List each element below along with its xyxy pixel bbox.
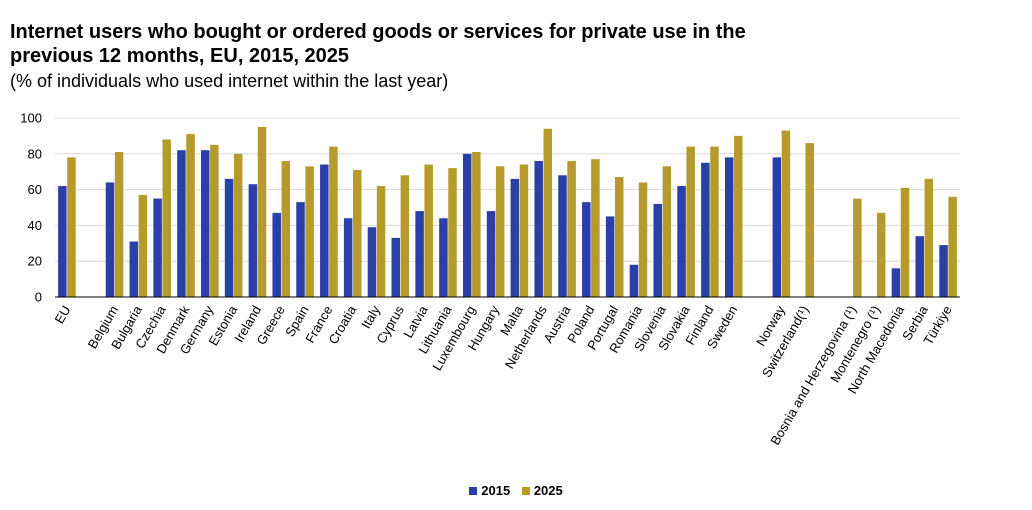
bar-2015-25 [629, 264, 639, 297]
bar-2025-38 [948, 196, 957, 297]
bar-2015-28 [701, 162, 710, 297]
bar-2025-20 [519, 164, 529, 297]
bar-2025-34 [853, 198, 862, 297]
legend: 2015 2025 [0, 483, 1032, 498]
bar-2015-11 [296, 202, 305, 297]
bar-2025-5 [162, 139, 171, 297]
chart-subtitle: (% of individuals who used internet with… [10, 71, 449, 91]
bar-2025-7 [210, 144, 219, 297]
bar-2025-16 [424, 164, 433, 297]
bar-2025-29 [734, 135, 743, 297]
bar-2025-11 [305, 166, 314, 297]
bar-2015-16 [415, 211, 424, 297]
x-tick-label-1: EU [51, 303, 73, 326]
legend-swatch-2025 [521, 487, 530, 495]
bar-2015-15 [391, 237, 401, 297]
bar-2015-37 [915, 236, 924, 297]
bar-2015-23 [582, 202, 591, 297]
bar-2015-7 [201, 150, 210, 297]
bar-2015-26 [653, 203, 663, 297]
bar-2015-19 [486, 211, 496, 297]
y-tick-label-0: 0 [35, 290, 42, 305]
legend-item-2015: 2015 [469, 483, 510, 498]
bar-2015-31 [772, 157, 782, 297]
bar-2025-13 [352, 169, 362, 297]
bar-2025-6 [186, 134, 195, 297]
bar-2025-24 [614, 177, 624, 297]
bar-2025-10 [281, 160, 291, 297]
bar-2015-3 [105, 182, 115, 297]
bar-2025-9 [257, 126, 267, 297]
legend-label-2015: 2015 [481, 483, 511, 498]
chart-title: Internet users who bought or ordered goo… [10, 21, 746, 67]
bar-2015-24 [605, 216, 615, 297]
bar-2015-22 [558, 175, 567, 297]
bar-2025-4 [138, 194, 148, 297]
bar-2025-21 [543, 128, 553, 297]
bar-2025-28 [710, 146, 719, 297]
bar-2015-6 [177, 150, 186, 297]
y-tick-label-40: 40 [28, 218, 42, 233]
bar-2015-14 [367, 227, 377, 297]
bar-2015-13 [343, 218, 353, 297]
bar-2025-22 [567, 160, 576, 297]
bar-2025-27 [686, 146, 695, 297]
bar-2025-14 [376, 186, 386, 297]
bar-2015-5 [153, 198, 162, 297]
bar-2025-17 [448, 168, 457, 297]
y-tick-label-60: 60 [28, 182, 42, 197]
bar-2025-36 [900, 187, 910, 297]
bar-2025-8 [233, 153, 243, 297]
bar-2025-15 [400, 175, 410, 297]
y-tick-label-100: 100 [20, 111, 42, 126]
bar-2025-25 [638, 182, 648, 297]
bar-2025-31 [781, 130, 791, 297]
bar-2025-23 [591, 159, 600, 297]
bar-2015-12 [320, 164, 329, 297]
bar-2015-27 [677, 186, 686, 297]
bar-2025-37 [924, 178, 934, 297]
bar-2025-12 [329, 146, 338, 297]
bar-2015-21 [534, 160, 543, 297]
bar-2015-18 [462, 153, 472, 297]
legend-label-2025: 2025 [533, 483, 563, 498]
bar-2015-1 [58, 186, 67, 297]
legend-swatch-2015 [469, 487, 478, 495]
bar-2025-26 [662, 166, 672, 297]
bar-2015-4 [129, 241, 139, 297]
bar-2015-38 [939, 245, 948, 297]
bar-2025-35 [876, 212, 886, 297]
bar-2015-36 [891, 268, 901, 297]
bar-2015-29 [724, 157, 734, 297]
bar-2015-20 [510, 178, 520, 297]
bar-2015-8 [224, 178, 234, 297]
legend-item-2025: 2025 [521, 483, 563, 498]
bar-2015-9 [248, 184, 258, 297]
bar-2025-18 [472, 152, 481, 297]
bar-2025-3 [114, 152, 124, 297]
bar-2015-10 [272, 212, 281, 297]
bar-2025-19 [495, 166, 505, 297]
bar-2015-17 [439, 218, 448, 297]
y-tick-label-80: 80 [28, 146, 42, 161]
y-tick-label-20: 20 [28, 254, 42, 269]
bar-2025-32 [805, 143, 814, 297]
bar-2025-1 [67, 157, 76, 297]
